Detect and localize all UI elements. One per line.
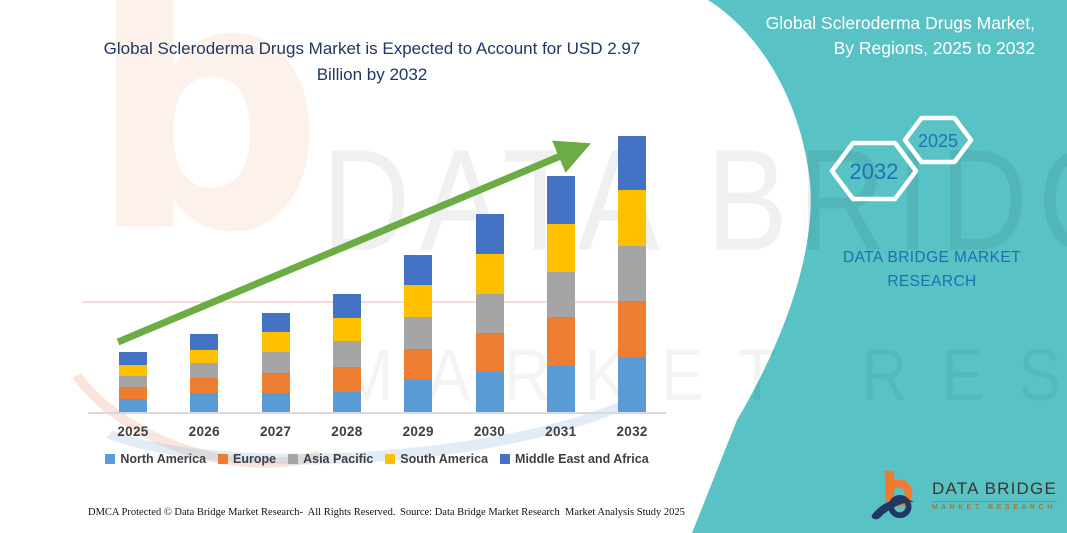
- bars-layer: [88, 118, 666, 414]
- bar-segment-2027-europe: [261, 372, 290, 394]
- bar-segment-2032-middle-east-and-africa: [618, 135, 647, 190]
- bar-segment-2026-europe: [190, 377, 219, 393]
- bar-segment-2030-north-america: [475, 372, 504, 412]
- bar-segment-2030-europe: [475, 332, 504, 372]
- bar-segment-2028-asia-pacific: [332, 341, 361, 368]
- bar-segment-2030-middle-east-and-africa: [475, 213, 504, 254]
- bar-segment-2031-middle-east-and-africa: [546, 175, 575, 225]
- legend-swatch-europe: [218, 454, 229, 464]
- brand-wordmark: DATA BRIDGE MARKET RESEARCH: [828, 246, 1036, 294]
- bar-segment-2025-europe: [119, 386, 147, 399]
- bar-segment-2029-south-america: [404, 284, 433, 318]
- bar-segment-2032-south-america: [618, 189, 647, 246]
- legend-swatch-north-america: [105, 454, 116, 464]
- logo-divider: [932, 501, 1057, 502]
- hexagon-2025-label: 2025: [918, 131, 958, 151]
- logo-text: DATA BRIDGE MARKET RESEARCH: [932, 479, 1057, 511]
- bar-2030: [475, 213, 504, 412]
- bar-2032: [618, 135, 647, 412]
- side-panel-title: Global Scleroderma Drugs Market, By Regi…: [695, 11, 1035, 62]
- chart-title: Global Scleroderma Drugs Market is Expec…: [103, 39, 641, 84]
- x-axis-label-2025: 2025: [117, 424, 149, 439]
- bar-segment-2030-asia-pacific: [475, 293, 504, 333]
- legend-swatch-asia-pacific: [288, 454, 299, 464]
- legend-item-south-america: South America: [385, 452, 488, 466]
- legend-label-middle-east-and-africa: Middle East and Africa: [515, 452, 649, 466]
- bar-segment-2029-middle-east-and-africa: [404, 254, 433, 285]
- logo-subtitle: MARKET RESEARCH: [932, 504, 1056, 511]
- legend-swatch-middle-east-and-africa: [500, 454, 511, 464]
- bar-segment-2027-asia-pacific: [261, 351, 290, 373]
- x-axis-label-2028: 2028: [331, 424, 363, 439]
- hexagon-2032: [829, 140, 919, 202]
- logo-name: DATA BRIDGE: [932, 479, 1057, 498]
- chart-legend: North America Europe Asia Pacific South Ame…: [88, 452, 666, 466]
- legend-label-europe: Europe: [233, 452, 277, 466]
- bar-segment-2029-north-america: [404, 380, 433, 412]
- x-axis-label-2029: 2029: [402, 424, 434, 439]
- legend-label-south-america: South America: [400, 452, 489, 466]
- trend-arrow: [116, 140, 592, 346]
- bar-segment-2030-south-america: [475, 253, 504, 294]
- bar-segment-2027-north-america: [261, 393, 290, 412]
- bar-segment-2029-europe: [404, 348, 433, 381]
- bar-segment-2032-asia-pacific: [618, 245, 647, 302]
- legend-label-asia-pacific: Asia Pacific: [303, 452, 374, 466]
- legend-label-north-america: North America: [120, 452, 207, 466]
- bar-segment-2028-middle-east-and-africa: [332, 293, 361, 319]
- legend-swatch-south-america: [385, 454, 396, 464]
- bar-segment-2025-asia-pacific: [119, 375, 147, 387]
- bar-segment-2031-europe: [546, 317, 575, 367]
- bar-segment-2028-europe: [332, 367, 361, 392]
- bar-segment-2031-asia-pacific: [546, 271, 575, 318]
- bar-segment-2025-south-america: [119, 364, 147, 376]
- bar-2031: [546, 175, 575, 412]
- bar-chart: [88, 118, 666, 414]
- dmca-notice: DMCA Protected © Data Bridge Market Rese…: [88, 507, 396, 518]
- source-note: Source: Data Bridge Market Research Mark…: [400, 507, 685, 518]
- legend-item-europe: Europe: [218, 452, 276, 466]
- x-axis-label-2026: 2026: [188, 424, 220, 439]
- x-axis-line: [88, 412, 666, 414]
- bar-2028: [332, 293, 361, 412]
- bar-segment-2032-north-america: [618, 357, 647, 412]
- bar-segment-2027-south-america: [261, 332, 290, 352]
- bar-segment-2025-middle-east-and-africa: [119, 351, 147, 365]
- legend-item-middle-east-and-africa: Middle East and Africa: [500, 452, 649, 466]
- bar-2025: [119, 351, 147, 412]
- bar-segment-2032-europe: [618, 301, 647, 358]
- bar-segment-2028-north-america: [332, 391, 361, 412]
- brand-line2: RESEARCH: [887, 273, 977, 291]
- bar-2026: [190, 333, 219, 412]
- x-axis-label-2031: 2031: [545, 424, 577, 439]
- x-axis-label-2032: 2032: [616, 424, 648, 439]
- bar-segment-2026-middle-east-and-africa: [190, 333, 219, 350]
- brand-line1: DATA BRIDGE MARKET: [842, 249, 1021, 266]
- bar-segment-2026-south-america: [190, 349, 219, 363]
- bar-segment-2025-north-america: [119, 399, 147, 412]
- side-panel-title-line1: Global Scleroderma Drugs Market,: [765, 13, 1035, 33]
- x-axis-label-2030: 2030: [473, 424, 506, 439]
- side-panel-title-line2: By Regions, 2025 to 2032: [833, 38, 1035, 59]
- bar-segment-2029-asia-pacific: [404, 317, 433, 349]
- bar-2029: [404, 254, 433, 412]
- bar-2027: [261, 313, 290, 412]
- bar-segment-2031-north-america: [546, 366, 575, 412]
- legend-item-north-america: North America: [105, 452, 206, 466]
- legend-item-asia-pacific: Asia Pacific: [288, 452, 373, 466]
- hexagon-2032-label: 2032: [850, 159, 899, 184]
- bar-segment-2026-north-america: [190, 392, 219, 412]
- x-axis-label-2027: 2027: [259, 424, 292, 439]
- bar-segment-2031-south-america: [546, 224, 575, 272]
- data-bridge-logo-icon: [871, 470, 915, 520]
- x-axis-labels: 2025 2026 2027 2028 2029 2030 2031 2032: [88, 424, 666, 442]
- hexagon-2025: [902, 115, 974, 165]
- bar-segment-2028-south-america: [332, 318, 361, 342]
- data-bridge-logo: DATA BRIDGE MARKET RESEARCH: [868, 466, 1057, 524]
- year-hexagons: 2032 2025: [829, 115, 974, 202]
- bar-segment-2026-asia-pacific: [190, 362, 219, 378]
- bar-segment-2027-middle-east-and-africa: [261, 313, 290, 333]
